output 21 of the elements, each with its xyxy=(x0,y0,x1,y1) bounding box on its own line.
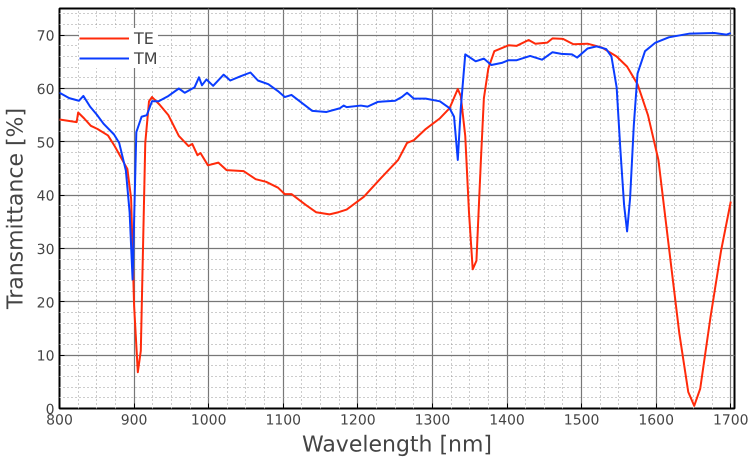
x-tick-label: 1500 xyxy=(564,412,600,428)
y-tick-label: 60 xyxy=(36,82,55,98)
x-tick-label: 900 xyxy=(120,412,148,428)
x-tick-label: 1600 xyxy=(638,412,674,428)
legend-label: TM xyxy=(134,48,158,68)
x-tick-label: 1100 xyxy=(265,412,302,428)
y-axis-title: Transmittance [%] xyxy=(4,108,29,310)
x-tick-label: 1400 xyxy=(489,412,525,428)
x-tick-label: 1000 xyxy=(190,412,226,428)
y-tick-label: 50 xyxy=(36,135,55,152)
y-tick-label: 10 xyxy=(36,348,55,365)
legend-label: TE xyxy=(134,28,154,48)
line-series xyxy=(60,32,732,280)
y-tick-label: 40 xyxy=(36,188,55,205)
y-tick-label: 20 xyxy=(36,295,55,312)
x-tick-label: 1200 xyxy=(340,412,376,428)
y-tick-label: 70 xyxy=(36,28,55,45)
x-tick-label: 1300 xyxy=(414,412,450,428)
x-tick-label: 1700 xyxy=(712,412,749,428)
x-axis-title: Wavelength [nm] xyxy=(302,432,492,458)
y-tick-label: 30 xyxy=(36,242,55,258)
